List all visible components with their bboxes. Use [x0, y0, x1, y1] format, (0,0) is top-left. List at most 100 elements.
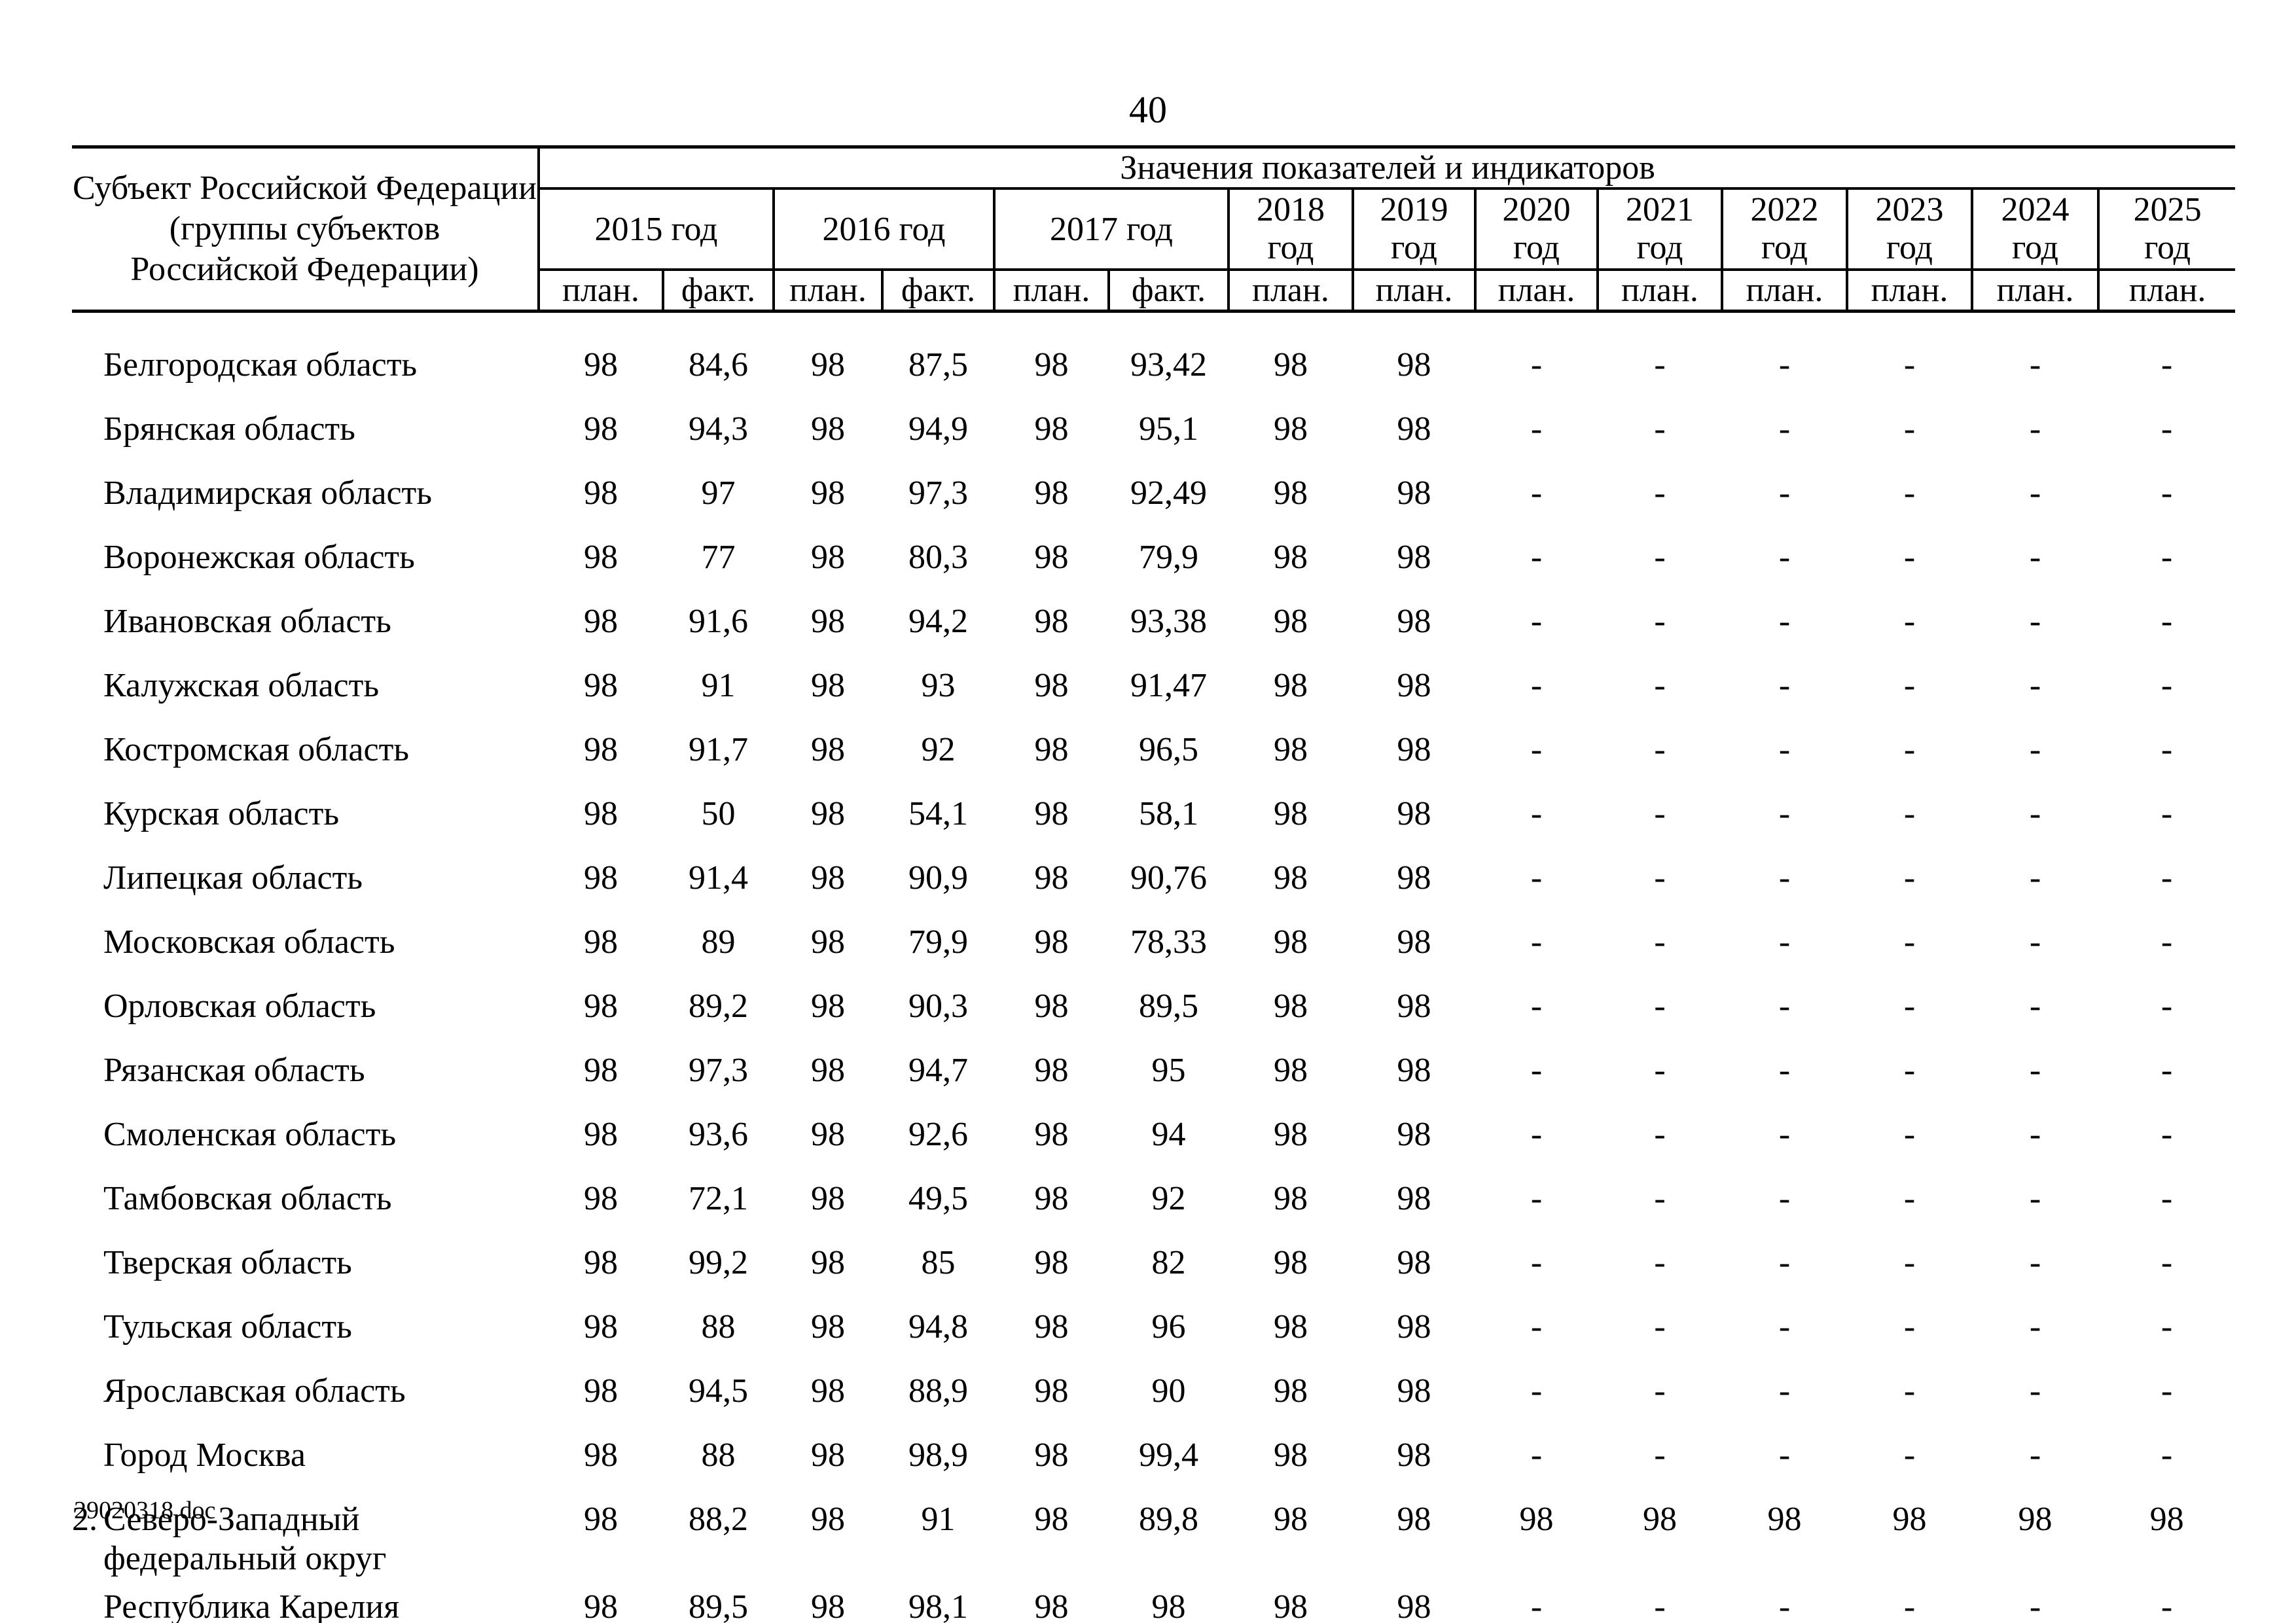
value-cell: -: [1778, 1180, 1791, 1217]
value-cell: 98: [1034, 1180, 1069, 1217]
value-cell: -: [1903, 1308, 1916, 1346]
value-cell: 98: [1274, 603, 1308, 640]
value-cell: 91: [701, 667, 736, 704]
region-name-cell: Город Москва: [72, 1427, 539, 1491]
value-cell: 78,33: [1130, 923, 1207, 961]
value-cell: -: [2029, 1180, 2041, 1217]
value-cell: 98: [584, 795, 618, 832]
value-cell: 87,5: [908, 346, 968, 383]
value-cell: 92,6: [908, 1116, 968, 1153]
value-cell: 98: [811, 410, 845, 448]
value-cell: -: [1778, 539, 1791, 576]
value-cell: -: [1903, 539, 1916, 576]
value-cell: 98: [1767, 1501, 1802, 1538]
value-cell: 98: [1397, 539, 1431, 576]
value-cell: -: [1654, 795, 1666, 832]
value-cell: 91,7: [689, 731, 748, 768]
value-cell: 98: [1034, 859, 1069, 897]
value-cell: -: [1778, 1116, 1791, 1153]
values-header: Значения показателей и индикаторов: [539, 147, 2236, 190]
region-name: Владимирская область: [103, 474, 432, 512]
value-cell: 98: [584, 988, 618, 1025]
value-cell: -: [2161, 603, 2173, 640]
value-cell: -: [2161, 539, 2173, 576]
value-cell: -: [1778, 988, 1791, 1025]
plan-label: план.: [1474, 270, 1599, 313]
value-cell: -: [2161, 1116, 2173, 1153]
value-cell: 98: [1274, 1308, 1308, 1346]
value-cell: 98: [1274, 539, 1308, 576]
value-cell: -: [1903, 1436, 1916, 1474]
value-cell: 98: [1397, 474, 1431, 512]
value-cell: 49,5: [908, 1180, 968, 1217]
value-cell: 89: [701, 923, 736, 961]
value-cell: -: [1530, 1244, 1543, 1281]
value-cell: -: [2029, 474, 2041, 512]
value-cell: 98: [1034, 1588, 1069, 1623]
value-cell: -: [1903, 1372, 1916, 1410]
value-cell: 98: [811, 539, 845, 576]
value-cell: 90,3: [908, 988, 968, 1025]
value-cell: 98: [1397, 1501, 1431, 1538]
value-cell: 98: [584, 859, 618, 897]
value-cell: 58,1: [1139, 795, 1198, 832]
value-cell: 99,4: [1139, 1436, 1198, 1474]
value-cell: 91: [921, 1501, 956, 1538]
value-cell: 98: [1034, 603, 1069, 640]
value-cell: 94,3: [689, 410, 748, 448]
value-cell: -: [1903, 988, 1916, 1025]
value-cell: -: [1654, 923, 1666, 961]
value-cell: -: [1778, 731, 1791, 768]
value-cell: -: [1903, 346, 1916, 383]
value-cell: -: [1530, 603, 1543, 640]
value-cell: 98: [584, 1501, 618, 1538]
value-cell: 98: [584, 731, 618, 768]
value-cell: -: [1530, 1588, 1543, 1623]
value-cell: 98: [1274, 1372, 1308, 1410]
value-cell: -: [2161, 1180, 2173, 1217]
value-cell: -: [1903, 795, 1916, 832]
region-name-cell: Липецкая область: [72, 849, 539, 914]
value-cell: 98: [1034, 474, 1069, 512]
value-cell: -: [1903, 1244, 1916, 1281]
region-name-cell: Воронежская область: [72, 529, 539, 593]
value-cell: -: [2029, 795, 2041, 832]
value-cell: -: [1778, 795, 1791, 832]
value-cell: 98: [1274, 795, 1308, 832]
value-cell: 98: [1397, 988, 1431, 1025]
region-name-cell: Ивановская область: [72, 593, 539, 657]
fact-label: факт.: [1107, 270, 1230, 313]
value-cell: 98: [1519, 1501, 1554, 1538]
region-name-cell: Тамбовская область: [72, 1170, 539, 1234]
value-cell: -: [1530, 1436, 1543, 1474]
value-cell: -: [1778, 346, 1791, 383]
value-cell: -: [2029, 1436, 2041, 1474]
table-row: Смоленская область 98 93,6 98 92,6 98 94 98 98 -…: [72, 1106, 2235, 1170]
value-cell: 98: [1034, 539, 1069, 576]
value-cell: -: [1903, 859, 1916, 897]
table-row: Владимирская область 98 97 98 97,3 98 92,49 98…: [72, 465, 2235, 529]
value-cell: -: [2029, 346, 2041, 383]
value-cell: 85: [921, 1244, 956, 1281]
value-cell: -: [1654, 1244, 1666, 1281]
plan-label: план.: [1596, 270, 1723, 313]
table-row: Калужская область 98 91 98 93 98 91,47 98 98 - - -…: [72, 657, 2235, 721]
value-cell: 96,5: [1139, 731, 1198, 768]
value-cell: -: [2161, 1372, 2173, 1410]
value-cell: -: [1903, 603, 1916, 640]
value-cell: 98: [1034, 1116, 1069, 1153]
year-header-2016: 2016 год: [772, 188, 996, 271]
value-cell: -: [1903, 1180, 1916, 1217]
value-cell: 98: [584, 410, 618, 448]
value-cell: 98: [1274, 410, 1308, 448]
value-cell: 98: [1397, 1244, 1431, 1281]
year-header-2022: 2022 год: [1721, 188, 1848, 271]
region-name: Московская область: [103, 923, 395, 961]
table-row: Тульская область 98 88 98 94,8 98 96 98 98 - - - - -…: [72, 1298, 2235, 1363]
region-name-cell: Владимирская область: [72, 465, 539, 529]
value-cell: 89,8: [1139, 1501, 1198, 1538]
value-cell: 98: [1274, 923, 1308, 961]
value-cell: -: [1530, 1180, 1543, 1217]
value-cell: 98: [1397, 1436, 1431, 1474]
value-cell: 98: [584, 1308, 618, 1346]
